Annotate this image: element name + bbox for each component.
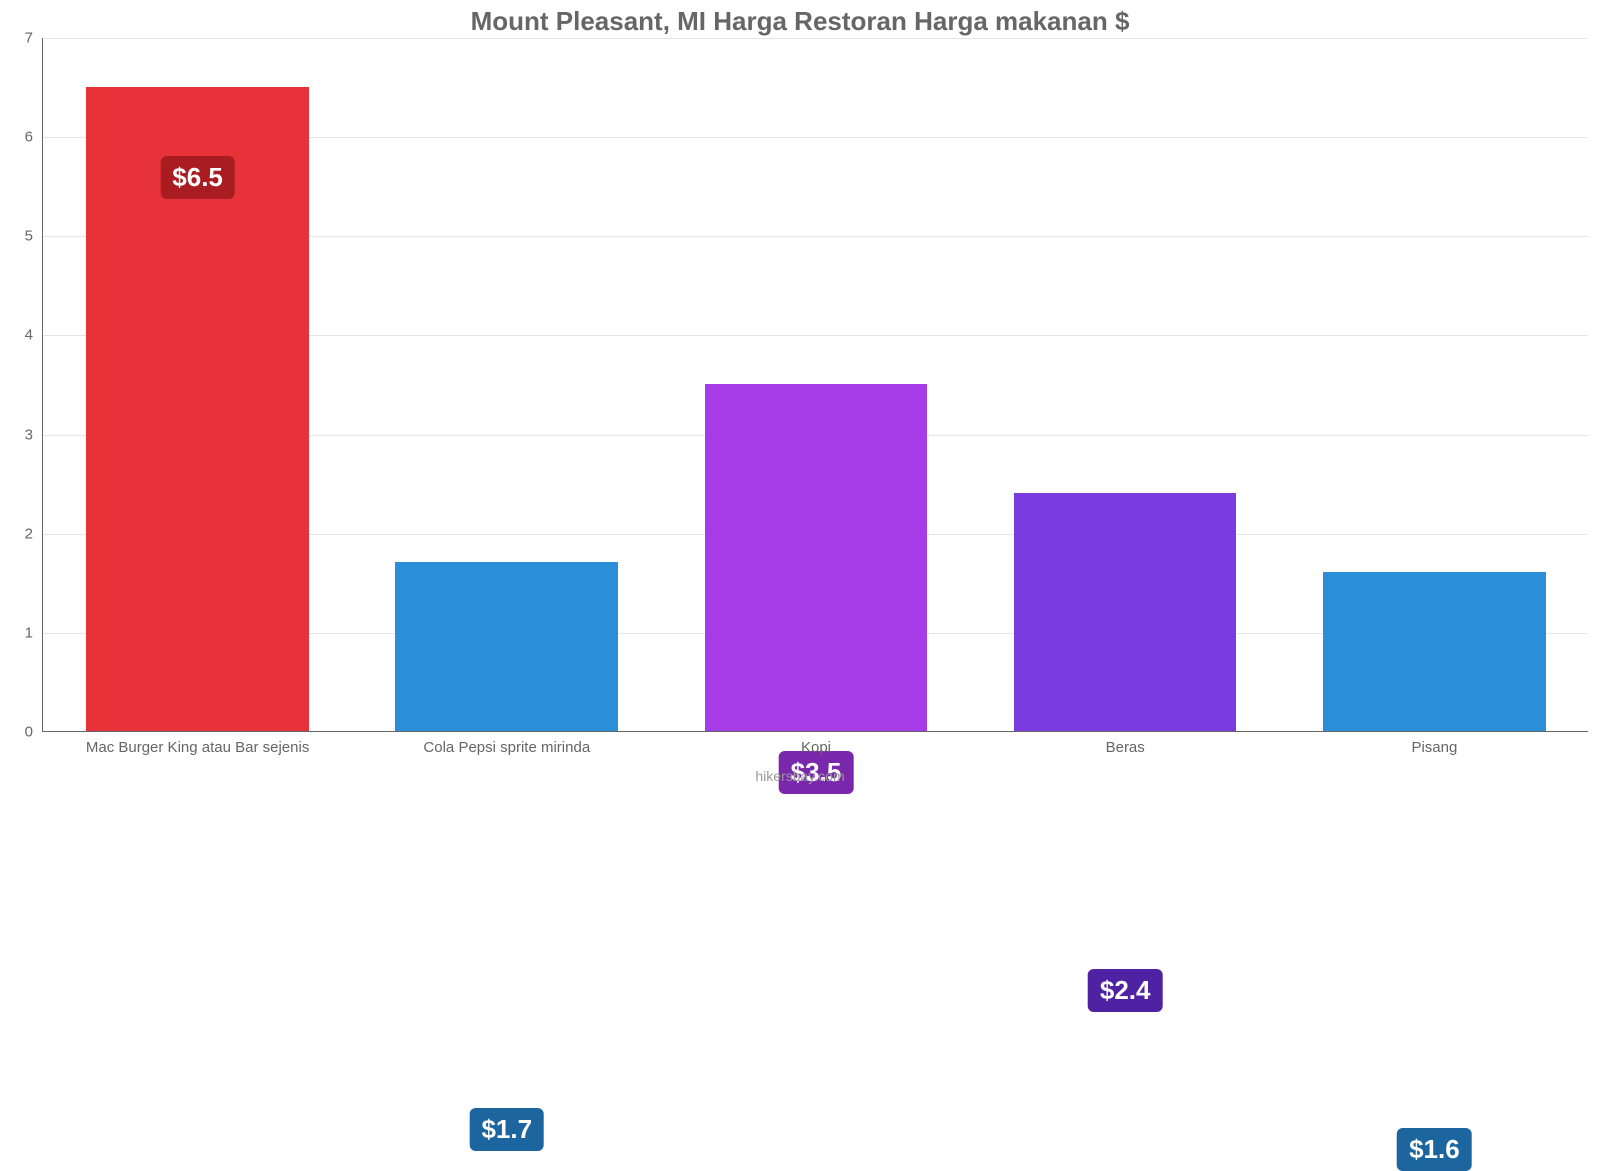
chart-title: Mount Pleasant, MI Harga Restoran Harga … <box>0 0 1600 37</box>
ytick-label: 6 <box>25 129 43 146</box>
ytick-label: 1 <box>25 624 43 641</box>
ytick-label: 2 <box>25 525 43 542</box>
xtick-label: Mac Burger King atau Bar sejenis <box>86 731 309 756</box>
bar: $1.7 <box>395 562 618 731</box>
bar: $1.6 <box>1323 572 1546 731</box>
xtick-label: Cola Pepsi sprite mirinda <box>423 731 590 756</box>
xtick-label: Beras <box>1106 731 1145 756</box>
ytick-label: 3 <box>25 426 43 443</box>
bar: $2.4 <box>1014 493 1237 731</box>
xtick-label: Kopi <box>801 731 831 756</box>
bar: $6.5 <box>86 87 309 731</box>
ytick-label: 0 <box>25 724 43 741</box>
price-bar-chart: Mount Pleasant, MI Harga Restoran Harga … <box>0 0 1600 800</box>
bar: $3.5 <box>705 384 928 731</box>
ytick-label: 4 <box>25 327 43 344</box>
plot-area: 01234567$6.5Mac Burger King atau Bar sej… <box>42 38 1588 732</box>
gridline <box>43 38 1588 39</box>
value-badge: $1.6 <box>1397 1128 1472 1171</box>
ytick-label: 7 <box>25 30 43 47</box>
xtick-label: Pisang <box>1411 731 1457 756</box>
value-badge: $6.5 <box>160 156 235 199</box>
value-badge: $2.4 <box>1088 969 1163 1012</box>
ytick-label: 5 <box>25 228 43 245</box>
value-badge: $1.7 <box>469 1108 544 1151</box>
chart-caption: hikersbay.com <box>755 768 844 784</box>
